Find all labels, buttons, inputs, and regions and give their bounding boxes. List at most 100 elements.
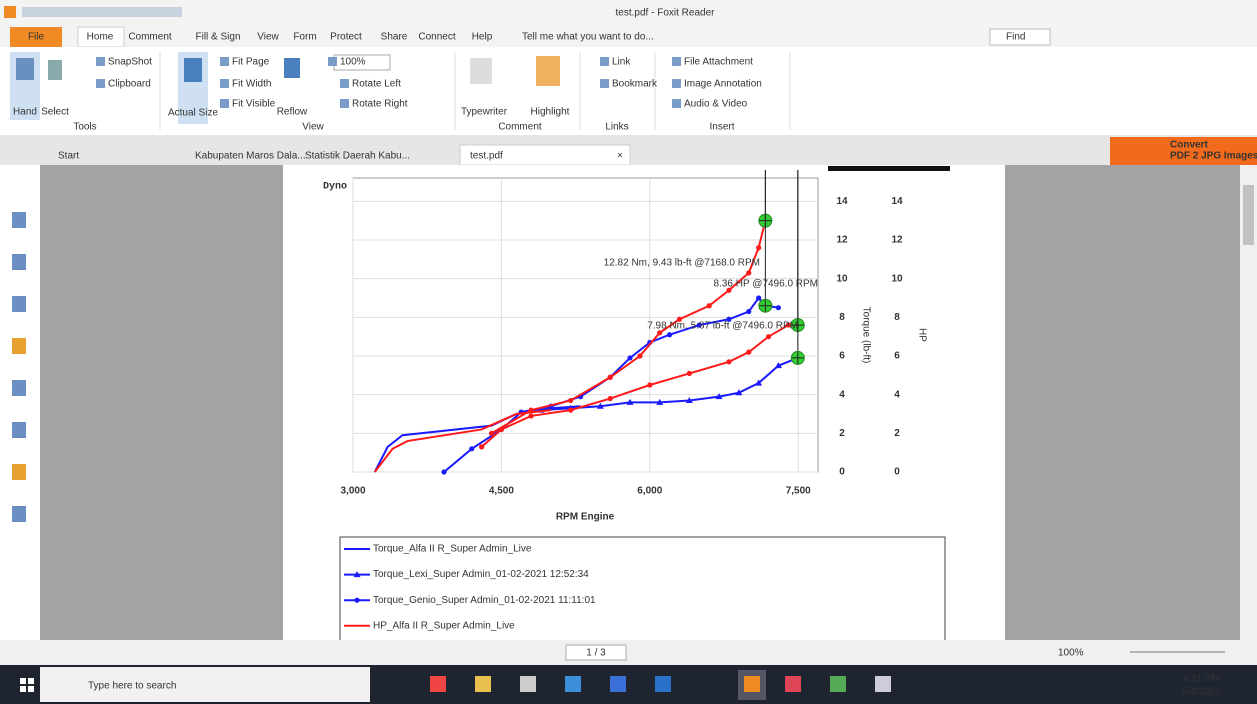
ribbon-icon [672,99,681,108]
menu-tab[interactable]: Comment [128,32,172,43]
menu-tab[interactable]: Form [293,32,316,43]
find-box[interactable] [989,28,1051,46]
menu-tab[interactable]: Protect [330,32,362,43]
ribbon-button[interactable]: File Attachment [684,57,753,68]
sidebar-icon[interactable] [12,338,26,354]
taskbar-icon[interactable] [785,676,801,692]
icon [284,58,300,78]
taskbar-icon[interactable] [830,676,846,692]
ribbon-button[interactable]: Rotate Left [352,79,401,90]
app-icon [4,6,16,18]
ribbon-icon [672,79,681,88]
ribbon-button[interactable]: Fit Page [232,57,270,68]
marker [568,397,574,404]
taskbar-icon[interactable] [875,676,891,692]
convert-label: PDF 2 JPG Images [1170,151,1257,162]
sidebar-icon[interactable] [12,422,26,438]
y-tick-label: 8 [839,312,845,323]
marker [676,316,683,322]
start-logo[interactable] [28,686,34,692]
marker [746,308,752,315]
scrollbar[interactable] [1240,165,1257,640]
annotation: 7.98 Nm, 5.87 lb-ft @7496.0 RPM [647,321,798,332]
menu-tab[interactable]: Home [87,32,114,43]
taskbar-icon[interactable] [565,676,581,692]
menu-tab[interactable]: Fill & Sign [195,32,240,43]
ribbon-button[interactable]: Actual Size [168,108,218,119]
ribbon-button[interactable]: Bookmark [612,79,658,90]
ribbon-button[interactable]: Image Annotation [684,79,762,90]
marker [627,355,633,361]
ribbon-button[interactable]: Typewriter [461,107,508,118]
sidebar-icon[interactable] [12,296,26,312]
search-box[interactable] [40,667,370,702]
ribbon-button[interactable]: 100% [340,57,366,68]
ribbon-icon [96,79,105,88]
marker [715,393,723,400]
marker [735,389,743,396]
clock-time: 4:21 PM [1182,674,1219,685]
ribbon-button[interactable]: Rotate Right [352,99,408,110]
marker [488,430,495,436]
ribbon-button[interactable]: Reflow [277,107,308,118]
sidebar-icon[interactable] [12,506,26,522]
ribbon-button[interactable]: Audio & Video [684,99,748,110]
ribbon-icon [328,57,337,66]
x-tick-label: 4,500 [489,486,514,497]
taskbar-icon[interactable] [744,676,760,692]
ribbon-button[interactable]: Fit Visible [232,99,276,110]
sidebar-icon[interactable] [12,254,26,270]
legend-label: Torque_Genio_Super Admin_01-02-2021 11:1… [373,595,596,606]
plot-area [352,177,819,473]
file-tab[interactable] [10,27,62,47]
marker [746,349,752,355]
doc-tab[interactable]: Start [58,151,79,162]
menu-tab[interactable]: Help [472,32,493,43]
marker [774,362,782,369]
ribbon-button[interactable]: Hand [13,107,37,118]
ribbon-button[interactable]: SnapShot [108,57,152,68]
y-tick-label: 2 [839,428,845,439]
sidebar-icon[interactable] [12,212,26,228]
marker [666,332,673,338]
taskbar-icon[interactable] [475,676,491,692]
legend-label: Torque_Lexi_Super Admin_01-02-2021 12:52… [373,569,589,580]
icon [184,58,202,82]
ribbon-button[interactable]: Fit Width [232,79,271,90]
ribbon-button[interactable]: Select [41,107,69,118]
ribbon-button[interactable]: Clipboard [108,79,151,90]
menu-tab[interactable]: View [257,32,279,43]
start-logo[interactable] [20,678,26,684]
sidebar-icon[interactable] [12,380,26,396]
sidebar-icon[interactable] [12,464,26,480]
taskbar-icon[interactable] [520,676,536,692]
marker [755,379,763,386]
menu-tab[interactable]: File [28,32,45,43]
doc-tab[interactable]: test.pdf [470,151,503,162]
ribbon-icon [600,57,609,66]
taskbar-icon[interactable] [610,676,626,692]
scroll-thumb[interactable] [1243,185,1254,245]
doc-tab[interactable]: Statistik Daerah Kabu... [305,151,410,162]
start-logo[interactable] [28,678,34,684]
convert-button[interactable] [1110,137,1257,165]
ribbon-button[interactable]: Link [612,57,631,68]
crosshair [791,351,804,364]
menu-tab[interactable]: Connect [418,32,455,43]
marker [756,295,762,301]
legend-marker [354,597,360,603]
ribbon-icon [600,79,609,88]
search-placeholder: Type here to search [88,681,176,692]
doc-tab[interactable]: Kabupaten Maros Dala... [195,151,306,162]
page-box[interactable] [565,644,627,661]
close-tab[interactable]: × [617,151,623,162]
start-logo[interactable] [20,686,26,692]
convert-label: Convert [1170,140,1208,151]
ribbon-button[interactable]: Highlight [531,107,570,118]
menu-tab[interactable]: Share [381,32,408,43]
marker [765,334,772,340]
taskbar-icon[interactable] [655,676,671,692]
taskbar-icon[interactable] [430,676,446,692]
marker [528,407,534,413]
series-line [491,220,767,435]
